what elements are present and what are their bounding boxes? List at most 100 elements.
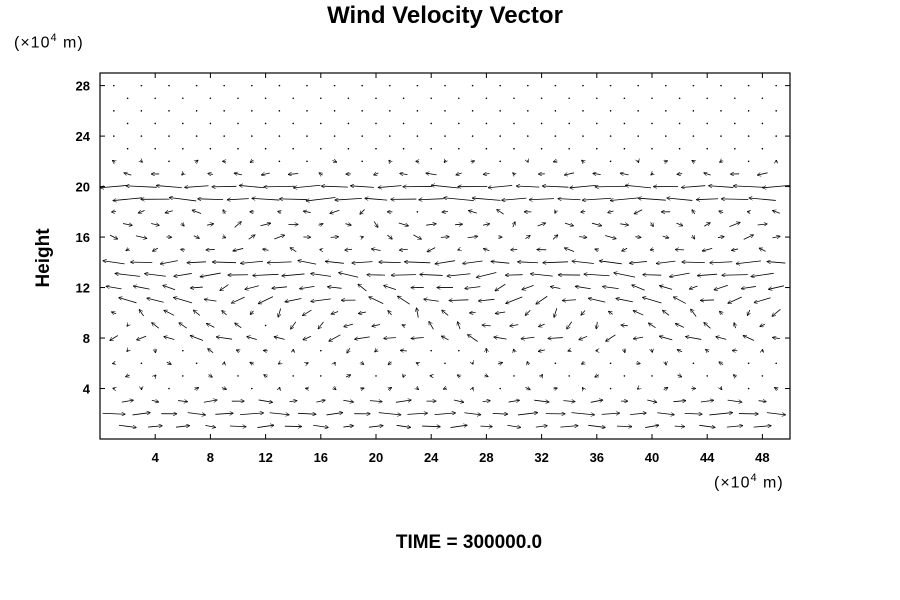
- vector-arrow: [285, 298, 302, 302]
- vector-arrow: [447, 273, 471, 276]
- vector-arrow: [591, 222, 602, 226]
- vector-dot: [692, 110, 695, 112]
- vector-dot: [168, 135, 170, 137]
- vector-arrow: [709, 186, 734, 188]
- vector-dot: [513, 375, 515, 377]
- vector-dot: [113, 84, 115, 87]
- vector-arrow: [457, 375, 460, 377]
- vector-arrow: [664, 161, 667, 162]
- vector-arrow: [721, 199, 749, 200]
- vector-dot: [306, 160, 308, 163]
- vector-arrow: [153, 248, 159, 251]
- vector-arrow: [280, 199, 307, 200]
- vector-arrow: [200, 272, 221, 277]
- vector-arrow: [369, 401, 382, 402]
- vector-arrow: [645, 425, 659, 428]
- vector-arrow: [427, 247, 436, 252]
- vector-arrow: [194, 388, 199, 390]
- vector-arrow: [634, 209, 643, 214]
- vector-arrow: [282, 273, 305, 276]
- vector-dot: [513, 97, 515, 100]
- vector-arrow: [588, 298, 606, 303]
- vector-arrow: [650, 249, 654, 250]
- vector-arrow: [590, 400, 603, 403]
- vector-dot: [237, 122, 239, 125]
- vector-arrow: [174, 297, 193, 304]
- vector-arrow: [420, 274, 443, 275]
- vector-arrow: [328, 287, 342, 289]
- vector-arrow: [329, 334, 341, 341]
- vector-arrow: [378, 412, 401, 415]
- vector-dot: [278, 84, 281, 87]
- vector-arrow: [564, 222, 573, 226]
- vector-arrow: [444, 160, 445, 162]
- vector-arrow: [178, 401, 187, 402]
- vector-dot: [554, 84, 557, 87]
- vector-dot: [195, 110, 198, 112]
- vector-dot: [609, 160, 612, 163]
- vector-arrow: [596, 321, 597, 329]
- vector-arrow: [331, 311, 339, 314]
- vector-dot: [251, 84, 253, 87]
- vector-dot: [237, 375, 239, 377]
- vector-arrow: [399, 249, 408, 250]
- vector-dot: [182, 97, 184, 100]
- vector-dot: [389, 110, 391, 112]
- vector-arrow: [538, 350, 546, 352]
- vector-arrow: [379, 262, 401, 263]
- vector-dot: [154, 122, 156, 125]
- vector-dot: [651, 122, 653, 125]
- vector-dot: [568, 97, 570, 100]
- vector-dot: [485, 97, 488, 100]
- vector-arrow: [257, 425, 273, 428]
- vector-dot: [678, 97, 681, 100]
- vector-arrow: [152, 323, 159, 329]
- vector-arrow: [195, 160, 198, 162]
- vector-dot: [195, 84, 198, 87]
- vector-dot: [623, 122, 626, 125]
- vector-arrow: [704, 173, 711, 175]
- vector-arrow: [567, 321, 573, 329]
- vector-arrow: [303, 309, 312, 316]
- vector-dot: [540, 97, 543, 100]
- vector-arrow: [622, 248, 628, 251]
- vector-arrow: [400, 350, 407, 351]
- y-tick-label: 12: [76, 281, 90, 296]
- vector-arrow: [582, 387, 583, 389]
- vector-arrow: [508, 400, 520, 402]
- vector-dot: [665, 135, 667, 137]
- vector-arrow: [506, 296, 523, 304]
- vector-arrow: [321, 186, 348, 187]
- vector-arrow: [491, 261, 510, 263]
- vector-arrow: [692, 210, 695, 215]
- vector-arrow: [582, 197, 612, 200]
- vector-arrow: [289, 401, 296, 402]
- vector-arrow: [156, 186, 182, 188]
- vector-arrow: [625, 185, 652, 189]
- vector-dot: [734, 97, 736, 100]
- vector-arrow: [682, 262, 705, 263]
- vector-arrow: [497, 363, 503, 365]
- vector-arrow: [657, 412, 674, 415]
- vector-arrow: [453, 400, 464, 402]
- vector-dot: [665, 84, 667, 87]
- vector-arrow: [221, 388, 227, 390]
- vector-dot: [320, 349, 322, 352]
- vector-arrow: [558, 199, 581, 200]
- vector-arrow: [495, 312, 506, 314]
- vector-arrow: [222, 311, 227, 316]
- vector-arrow: [234, 173, 242, 175]
- vector-arrow: [343, 426, 353, 427]
- vector-dot: [375, 147, 377, 150]
- vector-arrow: [332, 160, 336, 162]
- vector-arrow: [691, 309, 697, 317]
- vector-arrow: [734, 323, 736, 329]
- plot-frame: [99, 72, 791, 440]
- vector-dot: [182, 349, 184, 352]
- vector-dot: [609, 135, 612, 137]
- vector-arrow: [766, 412, 786, 415]
- vector-arrow: [775, 388, 778, 390]
- vector-dot: [747, 110, 750, 112]
- vector-arrow: [398, 296, 410, 305]
- vector-dot: [182, 122, 184, 125]
